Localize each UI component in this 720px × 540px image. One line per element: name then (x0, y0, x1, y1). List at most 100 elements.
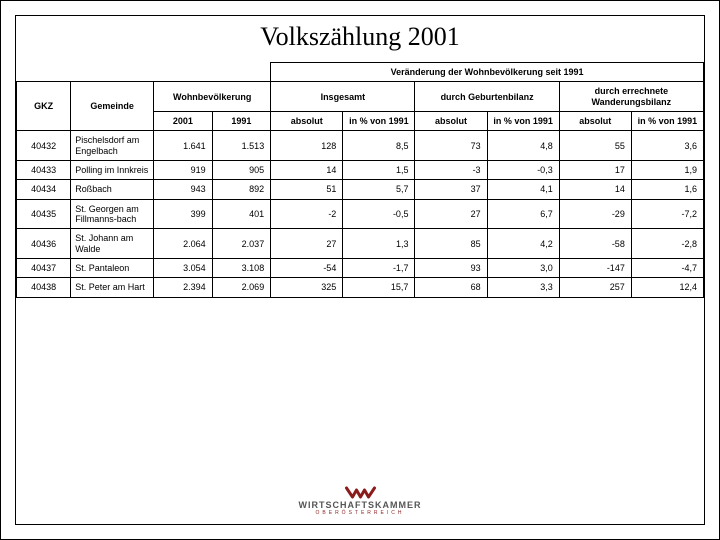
cell-insg-pct: 1,5 (343, 161, 415, 180)
cell-gemeinde: St. Georgen am Fillmanns-bach (71, 199, 154, 229)
cell-pop-2001: 3.054 (154, 259, 213, 278)
header-insg-pct: in % von 1991 (343, 112, 415, 131)
inner-frame: Volkszählung 2001 Veränderung der Wohnbe… (15, 15, 705, 525)
table-row: 40436St. Johann am Walde2.0642.037271,38… (17, 229, 704, 259)
page-frame: Volkszählung 2001 Veränderung der Wohnbe… (0, 0, 720, 540)
header-insgesamt: Insgesamt (271, 82, 415, 112)
table-row: 40433Polling im Innkreis919905141,5-3-0,… (17, 161, 704, 180)
cell-pop-1991: 905 (212, 161, 271, 180)
cell-pop-1991: 2.037 (212, 229, 271, 259)
cell-geb-abs: 37 (415, 180, 487, 199)
cell-wand-pct: 12,4 (631, 278, 703, 297)
table-row: 40432Pischelsdorf am Engelbach1.6411.513… (17, 131, 704, 161)
cell-gkz: 40437 (17, 259, 71, 278)
header-geburtenbilanz: durch Geburtenbilanz (415, 82, 559, 112)
table-body: 40432Pischelsdorf am Engelbach1.6411.513… (17, 131, 704, 297)
cell-gkz: 40436 (17, 229, 71, 259)
cell-wand-pct: 3,6 (631, 131, 703, 161)
cell-insg-abs: -54 (271, 259, 343, 278)
header-wanderungsbilanz: durch errechnete Wanderungsbilanz (559, 82, 703, 112)
cell-pop-2001: 943 (154, 180, 213, 199)
cell-gemeinde: St. Peter am Hart (71, 278, 154, 297)
cell-insg-pct: 5,7 (343, 180, 415, 199)
cell-geb-pct: 3,3 (487, 278, 559, 297)
footer-logo: WIRTSCHAFTSKAMMER OBERÖSTERREICH (299, 485, 422, 516)
cell-pop-2001: 1.641 (154, 131, 213, 161)
cell-pop-2001: 2.394 (154, 278, 213, 297)
header-wand-pct: in % von 1991 (631, 112, 703, 131)
header-1991: 1991 (212, 112, 271, 131)
cell-geb-pct: -0,3 (487, 161, 559, 180)
cell-pop-2001: 399 (154, 199, 213, 229)
cell-pop-2001: 2.064 (154, 229, 213, 259)
cell-pop-1991: 401 (212, 199, 271, 229)
cell-insg-pct: 1,3 (343, 229, 415, 259)
cell-wand-pct: -2,8 (631, 229, 703, 259)
cell-geb-abs: 27 (415, 199, 487, 229)
cell-wand-abs: -58 (559, 229, 631, 259)
cell-gkz: 40435 (17, 199, 71, 229)
cell-wand-pct: 1,9 (631, 161, 703, 180)
table-row: 40435St. Georgen am Fillmanns-bach399401… (17, 199, 704, 229)
cell-pop-1991: 3.108 (212, 259, 271, 278)
cell-insg-abs: 128 (271, 131, 343, 161)
cell-gkz: 40434 (17, 180, 71, 199)
cell-geb-abs: 68 (415, 278, 487, 297)
header-2001: 2001 (154, 112, 213, 131)
logo-title: WIRTSCHAFTSKAMMER (299, 500, 422, 510)
table-row: 40434Roßbach943892515,7374,1141,6 (17, 180, 704, 199)
cell-gemeinde: St. Johann am Walde (71, 229, 154, 259)
cell-wand-abs: -147 (559, 259, 631, 278)
table-header: Veränderung der Wohnbevölkerung seit 199… (17, 63, 704, 131)
header-geb-absolut: absolut (415, 112, 487, 131)
header-gemeinde: Gemeinde (71, 82, 154, 131)
header-wohnbev: Wohnbevölkerung (154, 82, 271, 112)
header-gkz: GKZ (17, 82, 71, 131)
cell-insg-pct: 8,5 (343, 131, 415, 161)
cell-insg-abs: 51 (271, 180, 343, 199)
cell-pop-1991: 1.513 (212, 131, 271, 161)
cell-insg-pct: -1,7 (343, 259, 415, 278)
cell-pop-1991: 2.069 (212, 278, 271, 297)
cell-geb-pct: 3,0 (487, 259, 559, 278)
cell-geb-pct: 6,7 (487, 199, 559, 229)
table-row: 40438St. Peter am Hart2.3942.06932515,76… (17, 278, 704, 297)
header-geb-pct: in % von 1991 (487, 112, 559, 131)
cell-wand-abs: 257 (559, 278, 631, 297)
header-change-since-1991: Veränderung der Wohnbevölkerung seit 199… (271, 63, 704, 82)
cell-geb-pct: 4,1 (487, 180, 559, 199)
cell-wand-pct: -4,7 (631, 259, 703, 278)
cell-geb-pct: 4,2 (487, 229, 559, 259)
table-row: 40437St. Pantaleon3.0543.108-54-1,7933,0… (17, 259, 704, 278)
cell-insg-abs: -2 (271, 199, 343, 229)
cell-pop-1991: 892 (212, 180, 271, 199)
census-table: Veränderung der Wohnbevölkerung seit 199… (16, 62, 704, 298)
wk-logo-icon (343, 485, 377, 499)
cell-gemeinde: Polling im Innkreis (71, 161, 154, 180)
cell-wand-abs: -29 (559, 199, 631, 229)
cell-pop-2001: 919 (154, 161, 213, 180)
cell-wand-pct: -7,2 (631, 199, 703, 229)
cell-geb-pct: 4,8 (487, 131, 559, 161)
header-insg-absolut: absolut (271, 112, 343, 131)
cell-gkz: 40438 (17, 278, 71, 297)
cell-geb-abs: 73 (415, 131, 487, 161)
cell-gkz: 40433 (17, 161, 71, 180)
cell-wand-abs: 17 (559, 161, 631, 180)
cell-gemeinde: St. Pantaleon (71, 259, 154, 278)
cell-gemeinde: Pischelsdorf am Engelbach (71, 131, 154, 161)
cell-insg-abs: 27 (271, 229, 343, 259)
cell-gemeinde: Roßbach (71, 180, 154, 199)
header-wand-absolut: absolut (559, 112, 631, 131)
cell-insg-abs: 325 (271, 278, 343, 297)
cell-wand-abs: 14 (559, 180, 631, 199)
cell-insg-pct: 15,7 (343, 278, 415, 297)
cell-geb-abs: 85 (415, 229, 487, 259)
logo-subtitle: OBERÖSTERREICH (316, 510, 405, 516)
cell-wand-abs: 55 (559, 131, 631, 161)
cell-geb-abs: 93 (415, 259, 487, 278)
cell-gkz: 40432 (17, 131, 71, 161)
cell-geb-abs: -3 (415, 161, 487, 180)
page-title: Volkszählung 2001 (16, 22, 704, 52)
cell-wand-pct: 1,6 (631, 180, 703, 199)
